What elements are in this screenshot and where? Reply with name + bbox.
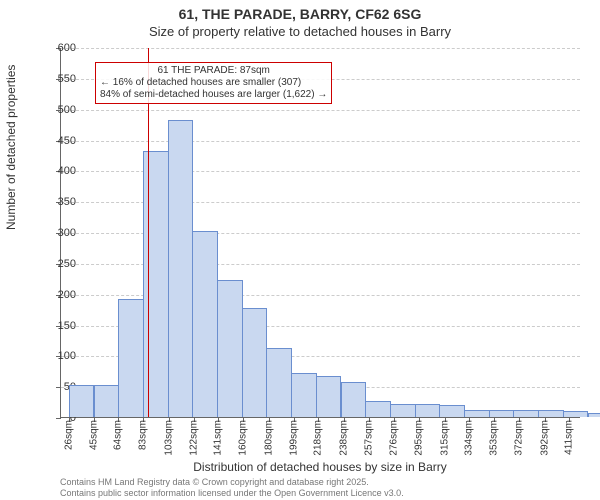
xtick-label: 334sqm [464,420,475,456]
annotation-line: 84% of semi-detached houses are larger (… [100,89,327,101]
annotation-line: ← 16% of detached houses are smaller (30… [100,77,327,89]
xtick-label: 199sqm [288,420,299,456]
histogram-bar [291,373,317,417]
ytick-label: 300 [42,227,76,239]
xtick-label: 392sqm [539,420,550,456]
gridline [61,264,580,265]
footer-line-2: Contains public sector information licen… [60,488,404,498]
xtick-label: 122sqm [188,420,199,456]
y-axis-label: Number of detached properties [4,65,18,230]
xtick-label: 257sqm [364,420,375,456]
histogram-bar [439,405,465,417]
histogram-bar [217,280,243,417]
gridline [61,171,580,172]
xtick-label: 160sqm [238,420,249,456]
xtick-label: 315sqm [439,420,450,456]
xtick-label: 64sqm [113,420,124,450]
ytick-label: 200 [42,289,76,301]
histogram-bar [563,411,589,417]
histogram-bar [341,382,367,417]
histogram-bar [390,404,416,417]
xtick-label: 45sqm [88,420,99,450]
gridline [61,141,580,142]
gridline [61,48,580,49]
ytick-label: 500 [42,104,76,116]
gridline [61,202,580,203]
ytick-label: 400 [42,165,76,177]
chart-subtitle: Size of property relative to detached ho… [0,24,600,39]
histogram-bar [538,410,564,417]
histogram-bar [489,410,515,417]
histogram-bar [415,404,441,417]
chart-container: 61, THE PARADE, BARRY, CF62 6SG Size of … [0,0,600,500]
annotation-box: 61 THE PARADE: 87sqm← 16% of detached ho… [95,62,332,104]
xtick-label: 180sqm [264,420,275,456]
xtick-label: 141sqm [213,420,224,456]
xtick-label: 295sqm [413,420,424,456]
footer-line-1: Contains HM Land Registry data © Crown c… [60,477,404,487]
ytick-label: 350 [42,196,76,208]
xtick-label: 411sqm [564,420,575,455]
histogram-bar [365,401,391,417]
ytick-label: 100 [42,350,76,362]
histogram-bar [513,410,539,417]
ytick-label: 450 [42,135,76,147]
annotation-line: 61 THE PARADE: 87sqm [100,65,327,77]
xtick-label: 218sqm [313,420,324,456]
xtick-label: 276sqm [388,420,399,456]
ytick-label: 250 [42,258,76,270]
histogram-bar [143,151,169,417]
xtick-label: 83sqm [137,420,148,450]
histogram-bar [69,385,95,417]
plot-area: 26sqm45sqm64sqm83sqm103sqm122sqm141sqm16… [60,48,580,418]
gridline [61,110,580,111]
histogram-bar [168,120,194,417]
chart-title: 61, THE PARADE, BARRY, CF62 6SG [0,6,600,22]
histogram-bar [588,413,600,417]
histogram-bar [464,410,490,417]
gridline [61,233,580,234]
footer-attribution: Contains HM Land Registry data © Crown c… [60,477,404,498]
ytick-label: 150 [42,320,76,332]
gridline [61,295,580,296]
xtick-label: 103sqm [163,420,174,456]
histogram-bar [242,308,268,417]
x-axis-label: Distribution of detached houses by size … [60,460,580,474]
histogram-bar [94,385,120,417]
histogram-bar [192,231,218,417]
histogram-bar [266,348,292,417]
histogram-bar [118,299,144,417]
ytick-label: 600 [42,42,76,54]
histogram-bar [316,376,342,417]
xtick-label: 238sqm [339,420,350,456]
xtick-label: 372sqm [513,420,524,456]
ytick-label: 550 [42,73,76,85]
xtick-label: 26sqm [63,420,74,450]
xtick-label: 353sqm [488,420,499,456]
